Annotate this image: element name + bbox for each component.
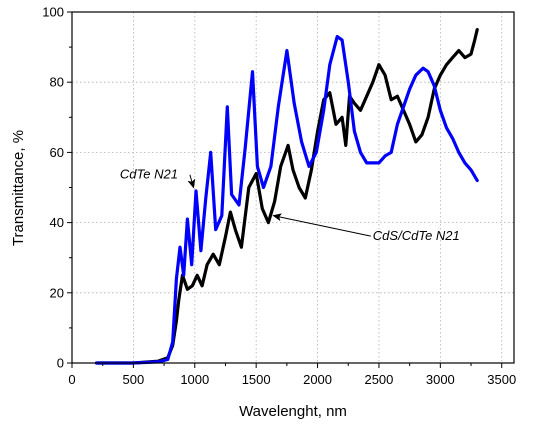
axis-ticks: 0 500 1000 1500 2000 2500 3000 3500 0 20 40 60 80 100: [42, 5, 516, 388]
annotation-cds-cdte-n21: CdS/CdTe N21: [373, 228, 460, 243]
x-tick-label: 1000: [180, 372, 209, 387]
x-tick-label: 2500: [364, 372, 393, 387]
annotations: CdTe N21 CdS/CdTe N21: [120, 167, 460, 243]
grid-lines: [72, 12, 514, 363]
annotation-arrow-cdte-n21: [187, 174, 196, 189]
y-tick-label: 60: [50, 145, 64, 160]
x-tick-label: 0: [68, 372, 75, 387]
x-tick-label: 2000: [303, 372, 332, 387]
annotation-cdte-n21: CdTe N21: [120, 167, 178, 182]
x-axis-label: Wavelenght, nm: [239, 403, 347, 420]
x-tick-label: 500: [123, 372, 145, 387]
x-tick-label: 3500: [487, 372, 516, 387]
y-tick-label: 40: [50, 215, 64, 230]
series-line-cds-cdte-n21: [94, 28, 479, 365]
y-tick-label: 100: [42, 5, 64, 20]
y-tick-label: 20: [50, 285, 64, 300]
y-tick-label: 80: [50, 75, 64, 90]
x-tick-label: 3000: [426, 372, 455, 387]
series-layer: [94, 28, 479, 365]
x-tick-label: 1500: [242, 372, 271, 387]
y-tick-label: 0: [57, 356, 64, 371]
series-line-cdte-n21: [94, 34, 479, 365]
y-axis-label: Transmittance, %: [10, 130, 27, 246]
annotation-arrow-cds-cdte-n21: [272, 213, 371, 237]
